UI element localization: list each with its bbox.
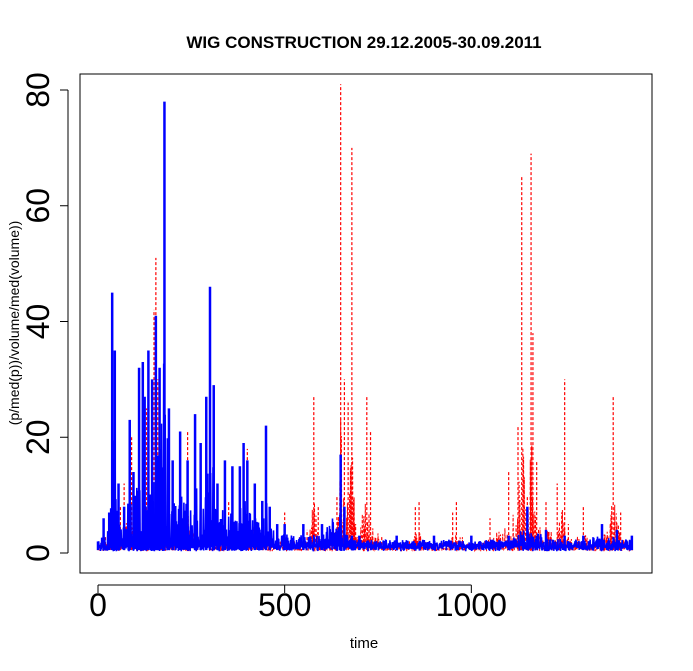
x-tick-label: 0 bbox=[89, 587, 107, 623]
y-tick-label: 40 bbox=[20, 304, 56, 340]
x-axis-label: time bbox=[350, 635, 378, 652]
chart-title: WIG CONSTRUCTION 29.12.2005-30.09.2011 bbox=[186, 33, 541, 52]
y-axis-label: (p/med(p))/volume/med(volume)) bbox=[6, 221, 22, 426]
y-tick-label: 20 bbox=[20, 419, 56, 455]
x-tick-label: 500 bbox=[258, 587, 311, 623]
series-red-dashed bbox=[97, 84, 633, 553]
x-tick-label: 1000 bbox=[436, 587, 507, 623]
y-tick-label: 0 bbox=[20, 544, 56, 562]
series-layer bbox=[96, 84, 634, 553]
plot-frame bbox=[79, 73, 653, 574]
y-tick-label: 80 bbox=[20, 72, 56, 108]
axes-layer: 0 500 1000 0 20 40 60 80 bbox=[20, 72, 507, 623]
series-blue-solid bbox=[96, 101, 634, 552]
y-tick-label: 60 bbox=[20, 188, 56, 224]
